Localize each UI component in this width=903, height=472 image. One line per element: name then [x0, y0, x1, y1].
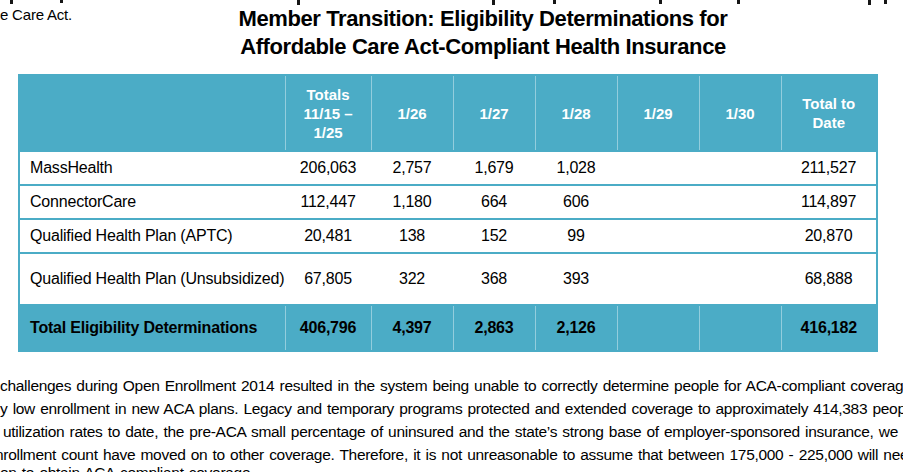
corner-header-cell — [19, 75, 285, 151]
total-cell-1-26: 4,397 — [371, 305, 453, 351]
footnote-line-2: y low enrollment in new ACA plans. Legac… — [0, 400, 903, 418]
column-header-1-30: 1/30 — [699, 75, 781, 151]
footnote-line-1: challenges during Open Enrollment 2014 r… — [0, 377, 903, 395]
page-title-line-1: Member Transition: Eligibility Determina… — [90, 5, 876, 33]
footnote-line-5: on to obtain ACA-compliant coverage. — [0, 464, 903, 472]
column-header-1-27: 1/27 — [453, 75, 535, 151]
page-title-line-2: Affordable Care Act-Compliant Health Ins… — [90, 33, 876, 61]
cell-1-27: 1,679 — [453, 151, 535, 185]
page-title: Member Transition: Eligibility Determina… — [90, 5, 876, 61]
total-cell-totals: 406,796 — [285, 305, 371, 351]
cell-1-27: 368 — [453, 253, 535, 305]
cell-totals: 20,481 — [285, 219, 371, 253]
table-row-total-eligibility-determinations: Total Eligibility Determinations 406,796… — [19, 305, 877, 351]
cell-totals: 206,063 — [285, 151, 371, 185]
eligibility-determinations-table: Totals 11/15 – 1/25 1/26 1/27 1/28 1/29 … — [18, 74, 878, 352]
total-cell-1-28: 2,126 — [535, 305, 617, 351]
cell-1-29 — [617, 151, 699, 185]
cell-1-30 — [699, 253, 781, 305]
cell-1-29 — [617, 219, 699, 253]
cell-1-28: 393 — [535, 253, 617, 305]
cell-1-29 — [617, 253, 699, 305]
cell-total-to-date: 114,897 — [781, 185, 877, 219]
cell-totals: 112,447 — [285, 185, 371, 219]
row-label: MassHealth — [19, 151, 285, 185]
column-header-1-29: 1/29 — [617, 75, 699, 151]
total-cell-total-to-date: 416,182 — [781, 305, 877, 351]
cell-1-27: 664 — [453, 185, 535, 219]
cell-1-27: 152 — [453, 219, 535, 253]
cell-1-30 — [699, 185, 781, 219]
column-header-1-26: 1/26 — [371, 75, 453, 151]
cell-total-to-date: 20,870 — [781, 219, 877, 253]
column-header-totals: Totals 11/15 – 1/25 — [285, 75, 371, 151]
table-row-qhp-unsubsidized: Qualified Health Plan (Unsubsidized) 67,… — [19, 253, 877, 305]
total-row-label: Total Eligibility Determinations — [19, 305, 285, 351]
cell-1-26: 1,180 — [371, 185, 453, 219]
table-header-row: Totals 11/15 – 1/25 1/26 1/27 1/28 1/29 … — [19, 75, 877, 151]
column-header-total-to-date: Total to Date — [781, 75, 877, 151]
clipped-left-margin-text: e Care Act. — [0, 6, 72, 23]
column-header-1-28: 1/28 — [535, 75, 617, 151]
cell-total-to-date: 68,888 — [781, 253, 877, 305]
row-label: Qualified Health Plan (APTC) — [19, 219, 285, 253]
cell-1-29 — [617, 185, 699, 219]
total-cell-1-27: 2,863 — [453, 305, 535, 351]
cell-1-30 — [699, 219, 781, 253]
total-cell-1-30 — [699, 305, 781, 351]
row-label: ConnectorCare — [19, 185, 285, 219]
slide-canvas: e Care Act. Member Transition: Eligibili… — [0, 0, 903, 472]
cell-1-28: 1,028 — [535, 151, 617, 185]
total-cell-1-29 — [617, 305, 699, 351]
cell-1-28: 606 — [535, 185, 617, 219]
cell-1-26: 322 — [371, 253, 453, 305]
table-row-qhp-aptc: Qualified Health Plan (APTC) 20,481 138 … — [19, 219, 877, 253]
cell-1-30 — [699, 151, 781, 185]
cell-1-28: 99 — [535, 219, 617, 253]
cell-1-26: 138 — [371, 219, 453, 253]
footnote-line-3: utilization rates to date, the pre-ACA s… — [3, 423, 903, 441]
cell-totals: 67,805 — [285, 253, 371, 305]
cell-total-to-date: 211,527 — [781, 151, 877, 185]
row-label: Qualified Health Plan (Unsubsidized) — [19, 253, 285, 305]
table-row-connectorcare: ConnectorCare 112,447 1,180 664 606 114,… — [19, 185, 877, 219]
cell-1-26: 2,757 — [371, 151, 453, 185]
footnote-line-4: nrollment count have moved on to other c… — [0, 446, 903, 464]
table-row-masshealth: MassHealth 206,063 2,757 1,679 1,028 211… — [19, 151, 877, 185]
